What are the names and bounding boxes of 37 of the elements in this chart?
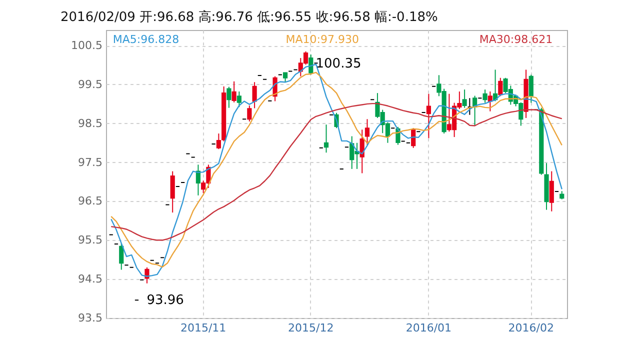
candlestick bbox=[488, 90, 492, 112]
candlestick bbox=[170, 170, 175, 214]
y-tick-label: 93.5 bbox=[78, 312, 102, 324]
text: MA10:97.930 bbox=[286, 33, 360, 46]
y-tick-label: 96.5 bbox=[78, 194, 102, 208]
candlestick bbox=[462, 89, 467, 108]
x-tick-label: 2016/01 bbox=[406, 322, 452, 334]
y-tick-label: 99.5 bbox=[78, 78, 102, 91]
candlestick bbox=[308, 54, 314, 76]
annotation: 93.96 bbox=[146, 293, 184, 308]
text: MA5:96.828 bbox=[112, 33, 180, 46]
y-tick-label: 97.5 bbox=[78, 156, 102, 169]
candlestick bbox=[232, 80, 236, 103]
y-tick-label: 98.5 bbox=[78, 116, 102, 130]
text: MA30:98.621 bbox=[479, 33, 553, 46]
candlestick bbox=[226, 86, 232, 108]
candlestick bbox=[236, 90, 242, 108]
candlestick bbox=[528, 74, 534, 104]
y-tick-label: 94.5 bbox=[78, 272, 102, 286]
annotation: 100.35 bbox=[316, 56, 362, 72]
candlestick bbox=[324, 124, 329, 154]
chart-title: 2016/02/09 开:96.68 高:96.76 低:96.55 收:96.58 幅:-0.18% bbox=[60, 9, 438, 25]
line-series bbox=[110, 102, 562, 241]
x-tick-label: 2016/02 bbox=[508, 322, 554, 334]
y-tick-label: 100.5 bbox=[71, 39, 102, 52]
x-tick-label: 2015/11 bbox=[180, 322, 226, 334]
y-tick-label: 95.5 bbox=[78, 234, 102, 247]
candlestick bbox=[144, 266, 150, 284]
candlestick bbox=[549, 170, 554, 212]
candlestick bbox=[247, 105, 252, 122]
candlestick bbox=[364, 118, 370, 146]
candlestick bbox=[252, 82, 257, 109]
candlestick bbox=[482, 89, 488, 104]
candlestick bbox=[498, 77, 503, 97]
x-tick-label: 2015/12 bbox=[288, 322, 334, 334]
candlestick bbox=[119, 242, 124, 270]
candlestick bbox=[426, 93, 431, 139]
